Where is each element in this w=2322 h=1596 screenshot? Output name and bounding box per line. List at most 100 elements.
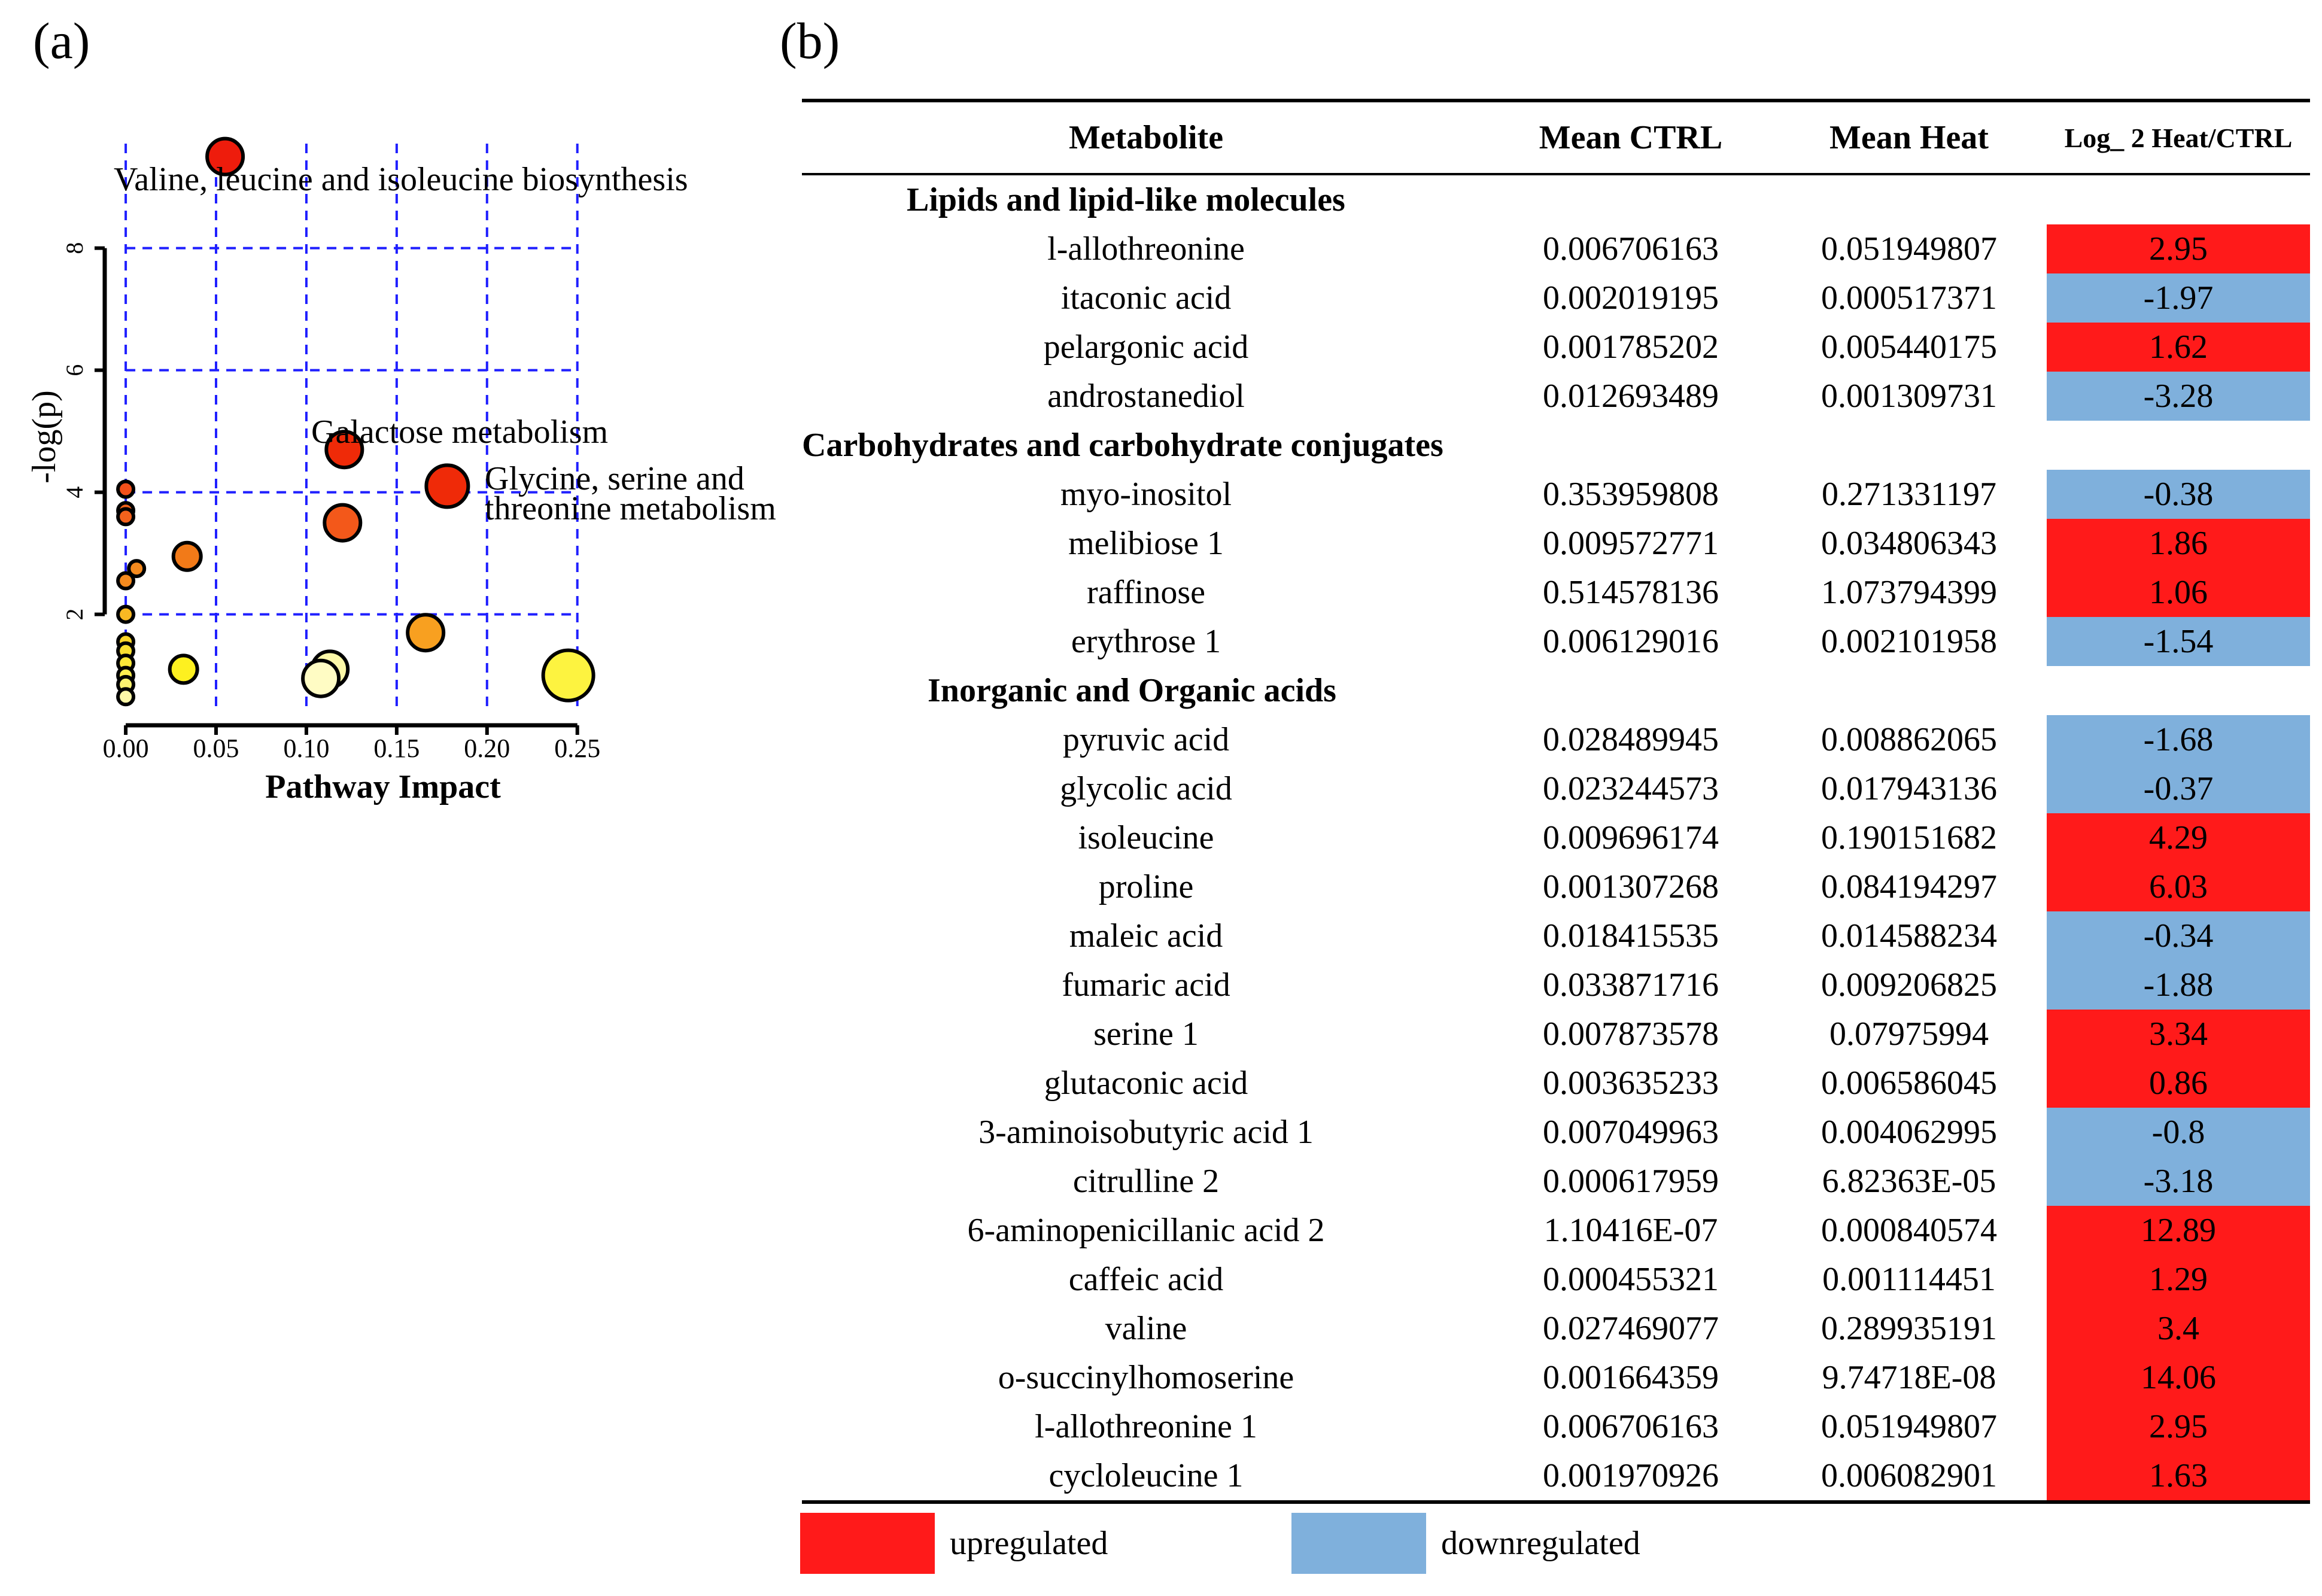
mean-ctrl-cell: 0.000617959 (1543, 1163, 1719, 1200)
log2-ratio-cell: 2.95 (2047, 1402, 2310, 1451)
data-point (541, 648, 595, 703)
metabolite-cell: erythrose 1 (1071, 623, 1221, 660)
log2-ratio-cell: 1.62 (2047, 323, 2310, 372)
metabolite-table: Metabolite Mean CTRL Mean Heat Log_ 2 He… (802, 99, 2310, 1504)
mean-heat-cell: 0.002101958 (1821, 623, 1997, 660)
table-row: pyruvic acid 0.028489945 0.008862065 -1.68 (802, 715, 2310, 764)
y-tick-label: 2 (61, 609, 88, 621)
log2-ratio-cell: -1.88 (2047, 960, 2310, 1010)
mean-ctrl-cell: 0.001664359 (1543, 1359, 1719, 1396)
log2-ratio-cell: 0.86 (2047, 1059, 2310, 1108)
y-tick-label: 4 (61, 487, 88, 498)
y-tick-label: 6 (61, 364, 88, 376)
table-row: caffeic acid 0.000455321 0.001114451 1.29 (802, 1255, 2310, 1304)
annotation-label: Galactose metabolism (311, 414, 608, 451)
metabolite-cell: raffinose (1087, 574, 1205, 611)
log2-ratio-cell: 14.06 (2047, 1353, 2310, 1402)
mean-heat-cell: 0.051949807 (1821, 230, 1997, 267)
table-row: androstanediol 0.012693489 0.001309731 -3.2… (802, 372, 2310, 421)
log2-ratio-cell: 2.95 (2047, 224, 2310, 273)
log2-ratio-cell: -1.97 (2047, 273, 2310, 323)
legend-downregulated: downregulated (1291, 1513, 1640, 1574)
mean-heat-cell: 0.017943136 (1821, 770, 1997, 807)
mean-heat-cell: 0.005440175 (1821, 329, 1997, 366)
log2-ratio-cell: 1.86 (2047, 519, 2310, 568)
mean-ctrl-cell: 0.001307268 (1543, 868, 1719, 905)
pathway-impact-scatter-plot: 2 4 6 8 0.00 0.05 0.10 0.15 0.20 0.25 Pathway Impa… (26, 136, 776, 805)
panel-a-label: (a) (33, 12, 90, 69)
log2-ratio-cell: -0.37 (2047, 764, 2310, 813)
mean-heat-cell: 0.084194297 (1821, 868, 1997, 905)
mean-ctrl-cell: 0.007049963 (1543, 1114, 1719, 1151)
log2-ratio-cell: 1.63 (2047, 1451, 2310, 1502)
mean-heat-cell: 1.073794399 (1821, 574, 1997, 611)
metabolite-cell: 3-aminoisobutyric acid 1 (978, 1114, 1314, 1151)
log2-ratio-cell: 3.34 (2047, 1010, 2310, 1059)
data-point (323, 503, 363, 543)
data-point (406, 613, 446, 653)
mean-heat-cell: 0.004062995 (1821, 1114, 1997, 1151)
data-point (116, 604, 136, 624)
metabolite-cell: l-allothreonine 1 (1035, 1408, 1257, 1445)
data-point (127, 559, 147, 579)
mean-heat-cell: 0.190151682 (1821, 819, 1997, 856)
x-tick-label: 0.25 (554, 734, 600, 763)
mean-ctrl-cell: 0.003635233 (1543, 1065, 1719, 1102)
table-row: 3-aminoisobutyric acid 1 0.007049963 0.004… (802, 1108, 2310, 1157)
mean-ctrl-cell: 0.006706163 (1543, 230, 1719, 267)
mean-ctrl-cell: 0.006129016 (1543, 623, 1719, 660)
table-row: l-allothreonine 1 0.006706163 0.051949807 2… (802, 1402, 2310, 1451)
metabolite-table-container: Metabolite Mean CTRL Mean Heat Log_ 2 He… (802, 99, 2310, 1504)
annotation-label: Glycine, serine and (485, 460, 744, 497)
table-row: maleic acid 0.018415535 0.014588234 -0.34 (802, 911, 2310, 960)
mean-heat-cell: 0.001309731 (1821, 378, 1997, 415)
mean-ctrl-cell: 0.000455321 (1543, 1261, 1719, 1298)
x-tick-label: 0.15 (373, 734, 420, 763)
mean-ctrl-cell: 1.10416E-07 (1543, 1212, 1718, 1249)
table-row: myo-inositol 0.353959808 0.271331197 -0.38 (802, 470, 2310, 519)
x-tick-label: 0.00 (103, 734, 149, 763)
metabolite-cell: fumaric acid (1062, 966, 1230, 1004)
data-point (424, 463, 470, 509)
group-heading: Lipids and lipid-like molecules (907, 181, 1345, 218)
mean-heat-cell: 0.001114451 (1822, 1261, 1996, 1298)
table-row: proline 0.001307268 0.084194297 6.03 (802, 862, 2310, 911)
table-row: pelargonic acid 0.001785202 0.005440175 1.6… (802, 323, 2310, 372)
log2-ratio-cell: -3.18 (2047, 1157, 2310, 1206)
metabolite-cell: pyruvic acid (1062, 721, 1230, 758)
group-heading: Carbohydrates and carbohydrate conjugate… (802, 427, 1443, 464)
mean-ctrl-cell: 0.001970926 (1543, 1457, 1719, 1494)
metabolite-cell: myo-inositol (1060, 476, 1232, 513)
header-mean-heat: Mean Heat (1829, 119, 1989, 156)
data-point (168, 653, 199, 685)
mean-heat-cell: 0.006586045 (1821, 1065, 1997, 1102)
metabolite-cell: l-allothreonine (1047, 230, 1245, 267)
mean-ctrl-cell: 0.033871716 (1543, 966, 1719, 1004)
table-row: o-succinylhomoserine 0.001664359 9.74718E-… (802, 1353, 2310, 1402)
log2-ratio-cell: -0.38 (2047, 470, 2310, 519)
x-axis-title: Pathway Impact (265, 768, 501, 805)
data-point (301, 658, 341, 698)
data-point (116, 479, 136, 499)
legend-upregulated: upregulated (800, 1513, 1108, 1574)
x-tick-label: 0.20 (464, 734, 510, 763)
log2-ratio-cell: -3.28 (2047, 372, 2310, 421)
mean-heat-cell: 0.009206825 (1821, 966, 1997, 1004)
log2-ratio-cell: 3.4 (2047, 1304, 2310, 1353)
metabolite-cell: serine 1 (1093, 1016, 1199, 1053)
table-row: glutaconic acid 0.003635233 0.006586045 0.8… (802, 1059, 2310, 1108)
metabolite-cell: citrulline 2 (1072, 1163, 1220, 1200)
data-point (116, 687, 136, 707)
metabolite-cell: itaconic acid (1060, 279, 1232, 317)
metabolite-cell: o-succinylhomoserine (998, 1359, 1294, 1396)
group-row: Inorganic and Organic acids (802, 666, 2310, 715)
mean-ctrl-cell: 0.012693489 (1543, 378, 1719, 415)
mean-heat-cell: 0.000517371 (1821, 279, 1997, 317)
table-row: citrulline 2 0.000617959 6.82363E-05 -3.18 (802, 1157, 2310, 1206)
legend-swatch-up (800, 1513, 935, 1574)
log2-ratio-cell: 4.29 (2047, 813, 2310, 862)
mean-ctrl-cell: 0.006706163 (1543, 1408, 1719, 1445)
mean-heat-cell: 0.051949807 (1821, 1408, 1997, 1445)
table-row: l-allothreonine 0.006706163 0.051949807 2.9… (802, 224, 2310, 273)
group-heading: Inorganic and Organic acids (928, 672, 1336, 709)
